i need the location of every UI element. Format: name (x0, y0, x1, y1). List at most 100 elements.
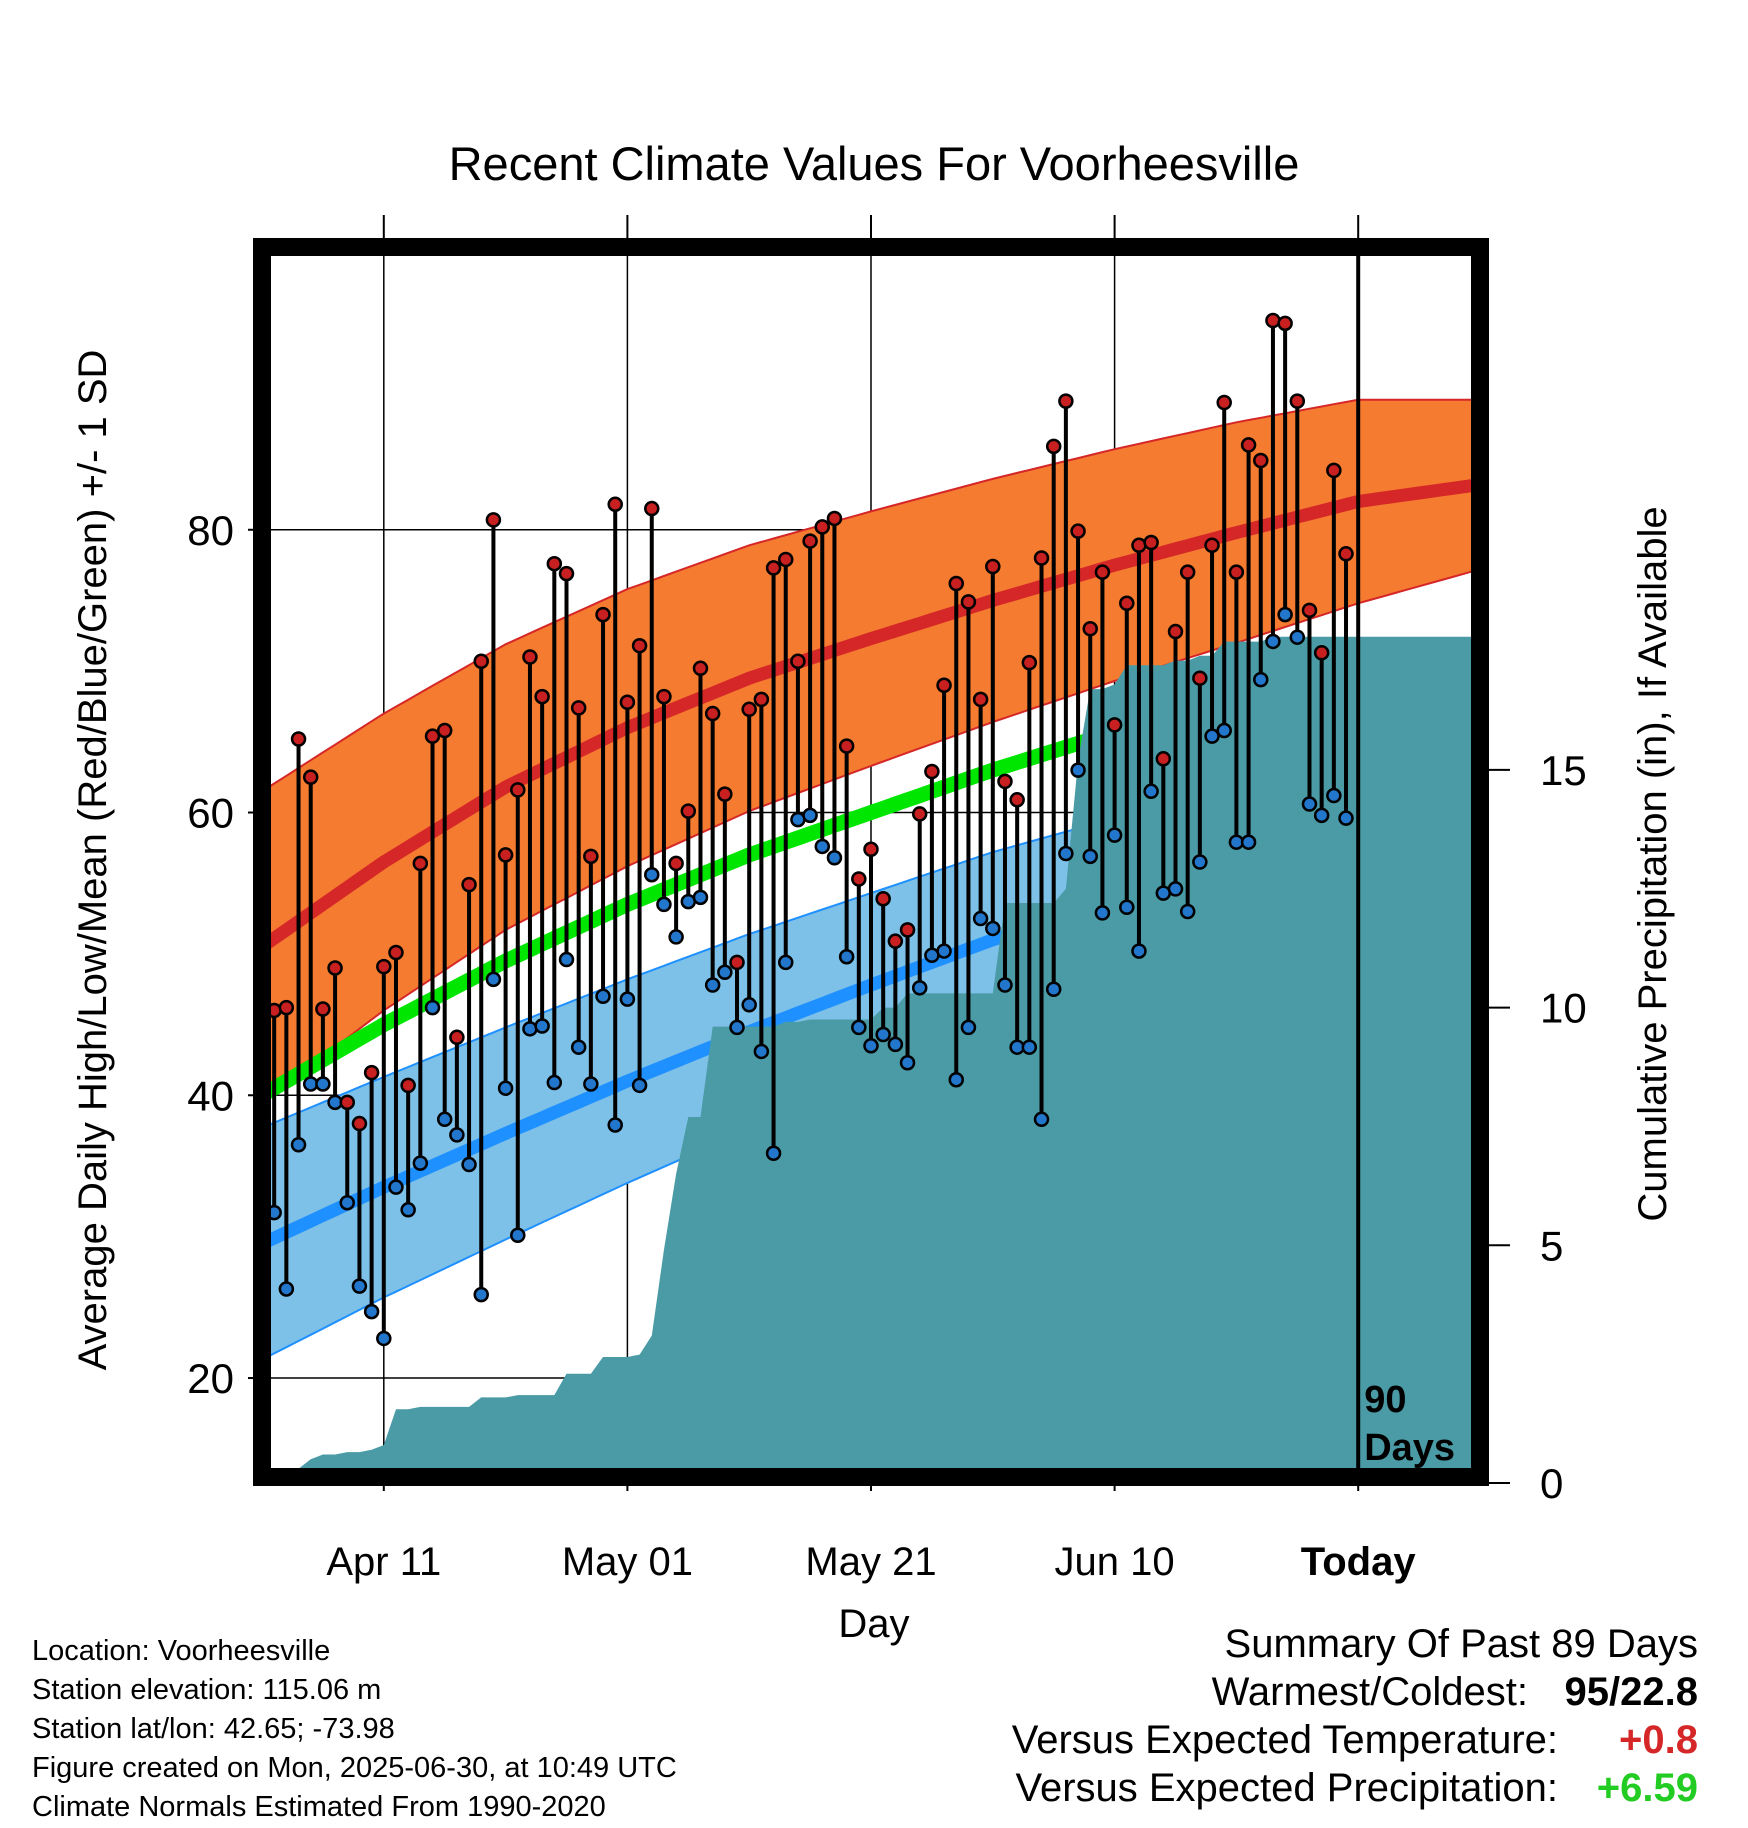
y-tick-label: 20 (187, 1355, 234, 1402)
high-temp-point (802, 533, 818, 549)
low-temp-point (1167, 881, 1184, 897)
low-temp-point (546, 1074, 563, 1091)
observations (266, 312, 1354, 1347)
warmest-coldest-label: Warmest/Coldest: (1211, 1670, 1528, 1714)
low-temp-point (558, 951, 575, 968)
low-temp-point (510, 1227, 526, 1243)
low-temp-point (1119, 899, 1135, 915)
low-temp-point (534, 1018, 550, 1034)
high-temp-point (327, 960, 343, 976)
high-temp-point (875, 891, 891, 907)
chart-title: Recent Climate Values For Voorheesville (449, 137, 1300, 190)
high-temp-point (717, 786, 733, 802)
high-temp-point (473, 653, 489, 669)
latlon-text: Station lat/lon: 42.65; -73.98 (32, 1713, 395, 1745)
summary-heading-row: Summary Of Past 89 Days (938, 1622, 1698, 1670)
y2-axis-label: Cumulative Precipitation (in), If Availa… (1631, 506, 1675, 1221)
high-temp-point (863, 841, 879, 858)
low-temp-point (388, 1179, 404, 1195)
high-temp-point (668, 855, 684, 872)
low-temp-point (607, 1117, 623, 1133)
temp-departure-row: Versus Expected Temperature: +0.8 (938, 1718, 1698, 1766)
low-temp-point (1131, 943, 1147, 959)
low-temp-point (777, 954, 794, 971)
high-temp-point (1045, 438, 1062, 455)
y2-tick-label: 10 (1540, 985, 1587, 1032)
high-temp-point (1070, 523, 1086, 539)
low-temp-point (436, 1111, 453, 1128)
precip-departure-row: Versus Expected Precipitation: +6.59 (938, 1766, 1698, 1814)
low-temp-point (1106, 827, 1123, 843)
high-temp-point (826, 510, 843, 527)
high-temp-point (1313, 645, 1330, 661)
high-temp-point (388, 944, 404, 961)
high-temp-point (607, 496, 623, 513)
high-temp-point (1082, 620, 1098, 637)
high-temp-point (948, 575, 965, 592)
axes: 20 40 60 80 0 5 10 15 Apr 11 May 01 May 21 Jun 10 To… (187, 215, 1587, 1584)
low-temp-point (644, 866, 660, 883)
high-temp-point (1058, 393, 1074, 409)
high-temp-point (485, 512, 502, 528)
low-temp-point (473, 1286, 489, 1303)
high-temp-point (985, 558, 1001, 575)
high-temp-point (1253, 452, 1269, 469)
low-temp-point (704, 977, 721, 993)
low-temp-point (315, 1076, 331, 1092)
low-temp-point (814, 838, 831, 855)
summary-panel: Summary Of Past 89 Days Warmest/Coldest:… (938, 1622, 1698, 1814)
today-days-label: 90 (1364, 1379, 1406, 1421)
high-temp-point (1277, 315, 1293, 332)
temp-departure-value: +0.8 (1619, 1718, 1698, 1762)
high-temp-point (924, 763, 940, 780)
high-temp-point (449, 1029, 465, 1046)
high-temp-point (1033, 550, 1050, 566)
high-temp-point (1143, 534, 1159, 551)
low-temp-point (485, 971, 502, 988)
high-temp-point (692, 660, 709, 677)
high-temp-point (376, 958, 392, 975)
low-temp-point (1301, 796, 1318, 812)
low-temp-point (1033, 1111, 1050, 1128)
x-tick-label: Jun 10 (1055, 1540, 1175, 1584)
high-temp-point (729, 954, 745, 971)
low-temp-point (1094, 905, 1111, 921)
high-temp-point (631, 637, 648, 654)
low-temp-point (741, 997, 757, 1013)
low-temp-point (1326, 787, 1342, 804)
high-temp-point (1179, 564, 1196, 580)
low-temp-point (424, 999, 441, 1016)
high-temp-point (1192, 670, 1208, 686)
low-temp-point (1192, 854, 1208, 870)
low-temp-point (1216, 722, 1232, 739)
high-temp-point (534, 688, 550, 705)
high-temp-point (619, 694, 636, 710)
summary-heading: Summary Of Past 89 Days (1224, 1622, 1698, 1666)
high-temp-point (887, 933, 904, 949)
high-temp-point (1216, 394, 1232, 411)
low-temp-point (960, 1019, 977, 1036)
low-temp-point (1058, 845, 1074, 862)
low-temp-point (631, 1077, 648, 1094)
high-temp-point (997, 773, 1013, 790)
low-temp-point (1240, 834, 1257, 850)
high-temp-point (510, 782, 526, 798)
high-temp-point (1009, 792, 1025, 808)
high-temp-point (1240, 437, 1257, 453)
high-temp-point (558, 565, 575, 582)
high-temp-point (741, 701, 757, 718)
y-tick-label: 60 (187, 790, 234, 837)
low-temp-point (595, 988, 611, 1005)
y2-tick-label: 0 (1540, 1460, 1563, 1507)
low-temp-point (863, 1038, 879, 1054)
today-marker: 90 Days (1356, 247, 1455, 1477)
low-temp-point (936, 943, 952, 959)
x-tick-label: Apr 11 (326, 1540, 441, 1584)
high-temp-point (1106, 717, 1123, 733)
high-temp-point (497, 847, 514, 863)
y2-tick-label: 15 (1540, 747, 1587, 794)
low-temp-point (1045, 981, 1062, 997)
high-temp-point (363, 1064, 380, 1081)
x-tick-label: Today (1301, 1540, 1417, 1584)
